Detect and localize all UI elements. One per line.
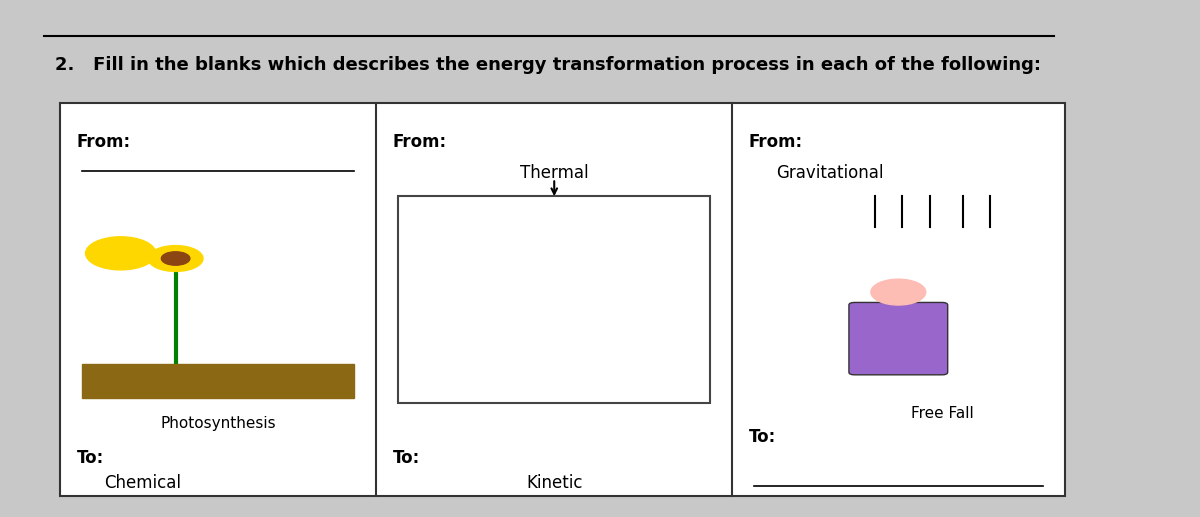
Circle shape (871, 279, 925, 305)
FancyBboxPatch shape (848, 302, 948, 375)
Text: Chemical: Chemical (104, 475, 181, 492)
Text: Kinetic: Kinetic (526, 475, 582, 492)
Text: 2.   Fill in the blanks which describes the energy transformation process in eac: 2. Fill in the blanks which describes th… (55, 56, 1040, 73)
Bar (83, 364, 354, 398)
Circle shape (85, 237, 156, 270)
Text: Photosynthesis: Photosynthesis (161, 416, 276, 432)
Bar (398, 196, 710, 403)
Text: To:: To: (749, 428, 775, 446)
Text: Thermal: Thermal (520, 164, 588, 182)
FancyBboxPatch shape (60, 103, 1064, 496)
Text: From:: From: (392, 133, 448, 151)
Circle shape (148, 246, 203, 271)
Text: To:: To: (77, 449, 104, 466)
Circle shape (161, 252, 190, 265)
Text: From:: From: (749, 133, 803, 151)
Text: From:: From: (77, 133, 131, 151)
Text: Gravitational: Gravitational (776, 164, 883, 182)
Text: To:: To: (392, 449, 420, 466)
Text: Free Fall: Free Fall (911, 406, 973, 421)
